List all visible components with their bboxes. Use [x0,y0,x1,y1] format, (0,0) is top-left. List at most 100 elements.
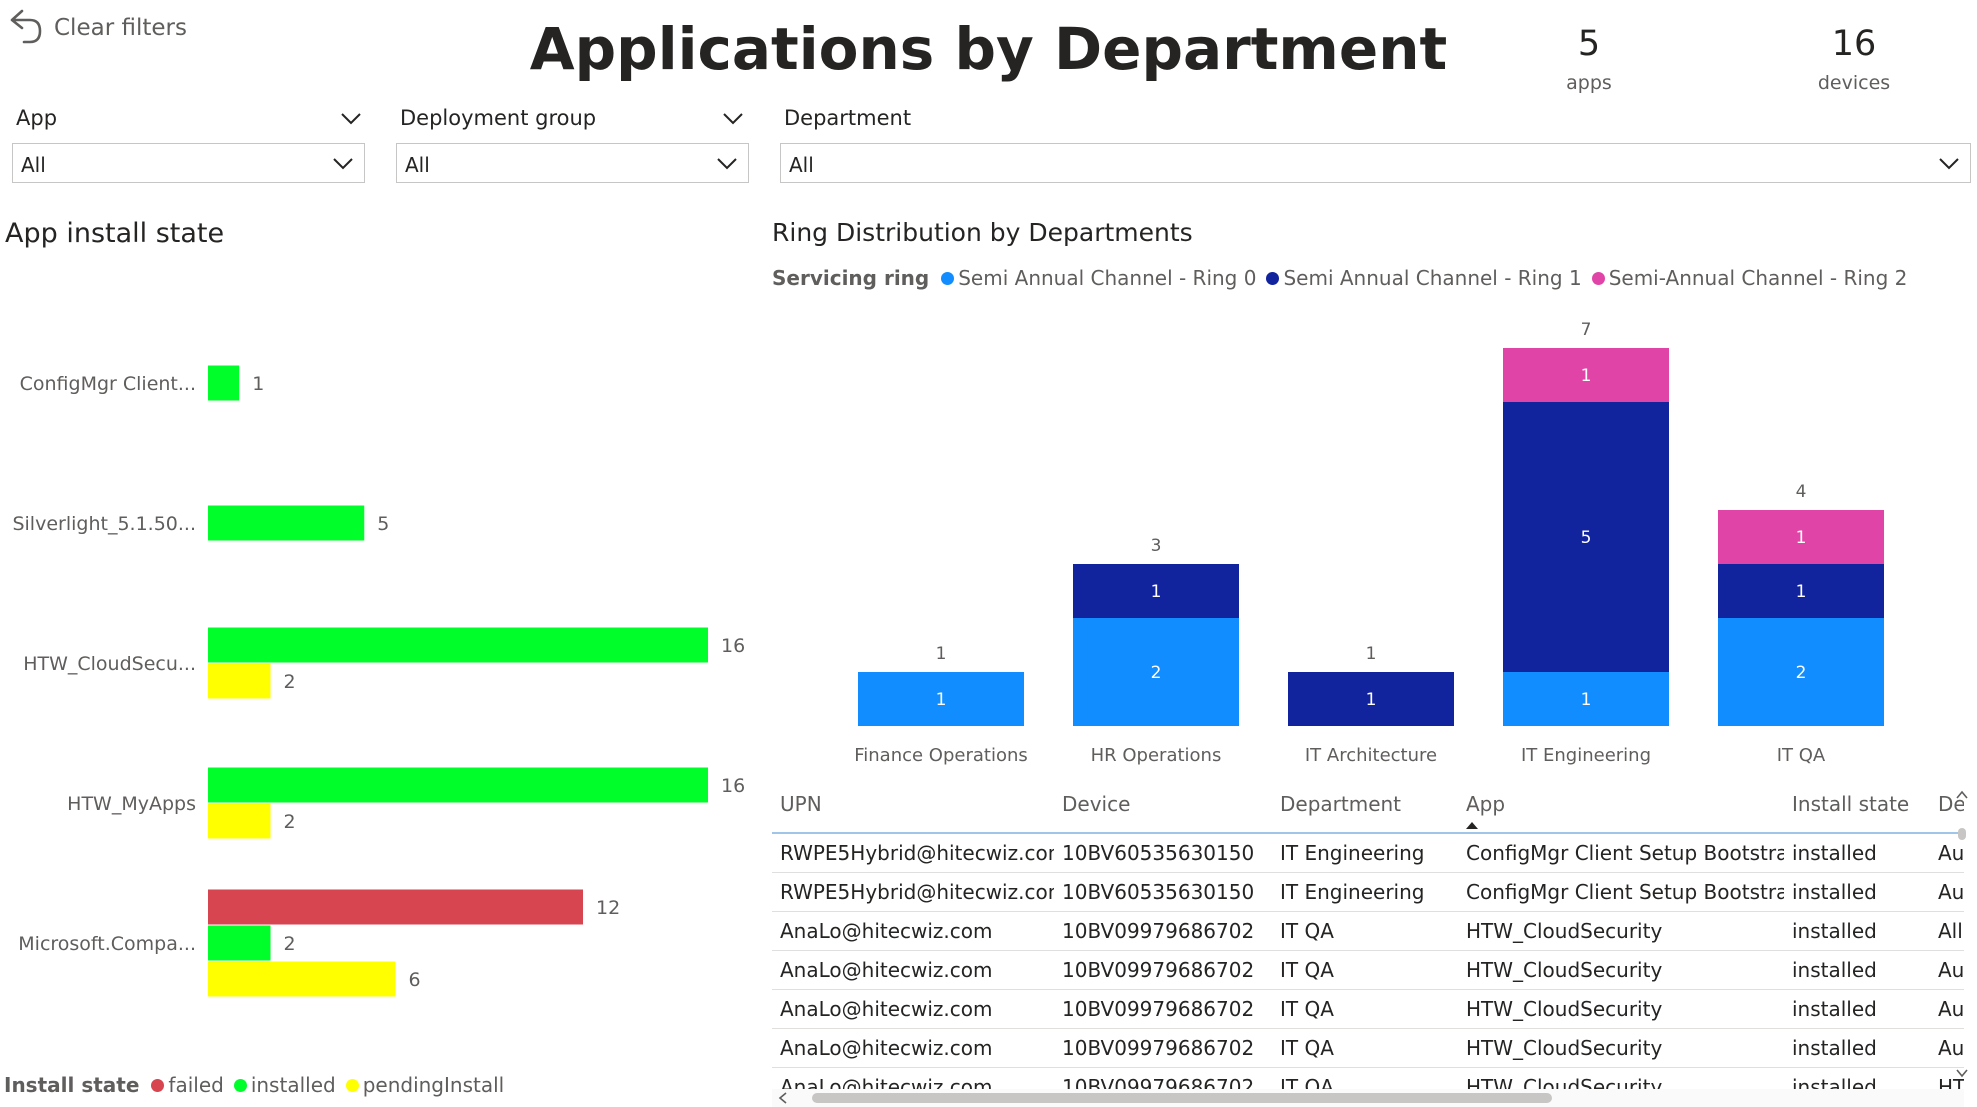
bar-htw-myapps-installed[interactable] [208,767,708,803]
install-legend-title: Install state [4,1073,140,1097]
category-label-htw-cloudsecu: HTW_CloudSecu... [23,653,196,675]
legend-item-ring2[interactable]: Semi-Annual Channel - Ring 2 [1591,266,1907,290]
bar-htw-myapps-pendinginstall[interactable] [208,803,271,839]
column-hr-operations-ring1[interactable] [1073,564,1239,618]
deployment-group-slicer-dropdown[interactable]: All [396,143,749,183]
table-row[interactable]: RWPE5Hybrid@hitecwiz.com 10BV60535630150 I… [772,833,1964,873]
table-row[interactable]: AnaLo@hitecwiz.com 10BV09979686702 IT QA HT… [772,989,1964,1029]
vertical-scrollbar[interactable] [1954,790,1970,1080]
cell-department: IT Engineering [1272,833,1458,873]
table-row[interactable]: AnaLo@hitecwiz.com 10BV09979686702 IT QA HT… [772,950,1964,990]
column-it-engineering-ring1[interactable] [1503,402,1669,672]
cell-install-state: installed [1784,833,1930,873]
clear-filters-button[interactable]: Clear filters [6,8,187,48]
cell-device: 10BV09979686702 [1054,911,1272,951]
cell-device: 10BV60535630150 [1054,833,1272,873]
scroll-left-icon[interactable] [778,1092,788,1104]
horizontal-scrollbar[interactable] [772,1089,1964,1107]
category-label-it-qa: IT QA [1777,745,1826,765]
cell-de: Au [1930,1028,1964,1068]
vertical-scroll-thumb[interactable] [1958,828,1966,840]
segment-label-it-qa-ring2: 1 [1796,528,1807,548]
bar-htw-cloudsecu-pendinginstall[interactable] [208,663,271,699]
column-header-upn[interactable]: UPN [772,776,1054,834]
column-header-device[interactable]: Device [1054,776,1272,834]
segment-label-it-engineering-ring1: 5 [1581,528,1592,548]
column-hr-operations-ring0[interactable] [1073,618,1239,726]
app-slicer-collapse-icon[interactable] [340,112,362,126]
cell-department: IT QA [1272,989,1458,1029]
total-label-it-qa: 4 [1796,482,1807,502]
total-label-hr-operations: 3 [1151,536,1162,556]
segment-label-it-qa-ring1: 1 [1796,582,1807,602]
cell-upn: AnaLo@hitecwiz.com [772,950,1054,990]
app-slicer-value: All [21,153,46,177]
data-label-htw-myapps-installed: 16 [721,775,745,797]
department-slicer-dropdown[interactable]: All [780,143,1971,183]
column-finance-operations-ring0[interactable] [858,672,1024,726]
data-label-silverlight-5-1-50-installed: 5 [377,513,389,535]
bar-htw-cloudsecu-installed[interactable] [208,627,708,663]
column-it-qa-ring0[interactable] [1718,618,1884,726]
department-slicer-value: All [789,153,814,177]
cell-upn: RWPE5Hybrid@hitecwiz.com [772,833,1054,873]
app-slicer-dropdown[interactable]: All [12,143,365,183]
column-header-department[interactable]: Department [1272,776,1458,834]
bar-configmgr-client-installed[interactable] [208,365,240,401]
kpi-apps-unit: apps [1566,72,1612,94]
undo-arrow-icon [6,8,46,48]
kpi-devices-value: 16 [1831,24,1877,64]
cell-device: 10BV09979686702 [1054,989,1272,1029]
chevron-down-icon [1939,158,1959,170]
bar-microsoft-compa-installed[interactable] [208,925,271,961]
kpi-apps-value: 5 [1577,24,1601,64]
cell-install-state: installed [1784,872,1930,912]
legend-item-pending-install[interactable]: pendingInstall [345,1073,504,1097]
bar-microsoft-compa-failed[interactable] [208,889,583,925]
category-label-silverlight-5-1-50: Silverlight_5.1.50... [12,513,196,535]
data-label-microsoft-compa-pendinginstall: 6 [409,969,421,991]
app-slicer-label: App [16,106,58,130]
table-row[interactable]: AnaLo@hitecwiz.com 10BV09979686702 IT QA HT… [772,1028,1964,1068]
department-slicer-label: Department [784,106,912,130]
table-row[interactable]: RWPE5Hybrid@hitecwiz.com 10BV60535630150 I… [772,872,1964,912]
total-label-it-architecture: 1 [1366,644,1377,664]
legend-item-installed[interactable]: installed [233,1073,336,1097]
data-label-microsoft-compa-failed: 12 [596,897,620,919]
cell-de: Au [1930,833,1964,873]
segment-label-it-qa-ring0: 2 [1796,663,1807,683]
cell-device: 10BV60535630150 [1054,872,1272,912]
column-it-engineering-ring0[interactable] [1503,672,1669,726]
legend-item-failed[interactable]: failed [151,1073,224,1097]
cell-de: Au [1930,989,1964,1029]
ring-chart-legend: Servicing ring Semi Annual Channel - Rin… [772,266,1917,290]
horizontal-scroll-thumb[interactable] [812,1093,1552,1103]
table-row[interactable]: AnaLo@hitecwiz.com 10BV09979686702 IT QA HT… [772,911,1964,951]
bar-microsoft-compa-pendinginstall[interactable] [208,961,396,997]
total-label-it-engineering: 7 [1581,320,1592,340]
column-header-app[interactable]: App [1458,776,1784,834]
legend-item-ring1[interactable]: Semi Annual Channel - Ring 1 [1266,266,1582,290]
bar-silverlight-5-1-50-installed[interactable] [208,505,365,541]
kpi-devices: 16 devices [1754,24,1954,94]
column-it-architecture-ring1[interactable] [1288,672,1454,726]
deployment-group-slicer-collapse-icon[interactable] [722,112,744,126]
ring-chart-title: Ring Distribution by Departments [772,218,1193,247]
table-header-row: UPN Device Department App Install state … [772,776,1964,834]
legend-dot-ring2 [1591,271,1605,285]
category-label-it-architecture: IT Architecture [1305,745,1437,765]
column-it-qa-ring1[interactable] [1718,564,1884,618]
column-header-de[interactable]: De [1930,776,1964,834]
column-header-install-state[interactable]: Install state [1784,776,1930,834]
cell-de: All [1930,911,1964,951]
data-label-htw-myapps-pendinginstall: 2 [284,811,296,833]
scroll-up-icon[interactable] [1956,790,1968,800]
legend-dot-installed [233,1078,247,1092]
legend-item-ring0[interactable]: Semi Annual Channel - Ring 0 [941,266,1256,290]
column-it-qa-ring2[interactable] [1718,510,1884,564]
cell-app: HTW_CloudSecurity [1458,911,1784,951]
column-it-engineering-ring2[interactable] [1503,348,1669,402]
scroll-down-icon[interactable] [1956,1068,1968,1078]
legend-dot-pending-install [345,1078,359,1092]
cell-de: Au [1930,950,1964,990]
